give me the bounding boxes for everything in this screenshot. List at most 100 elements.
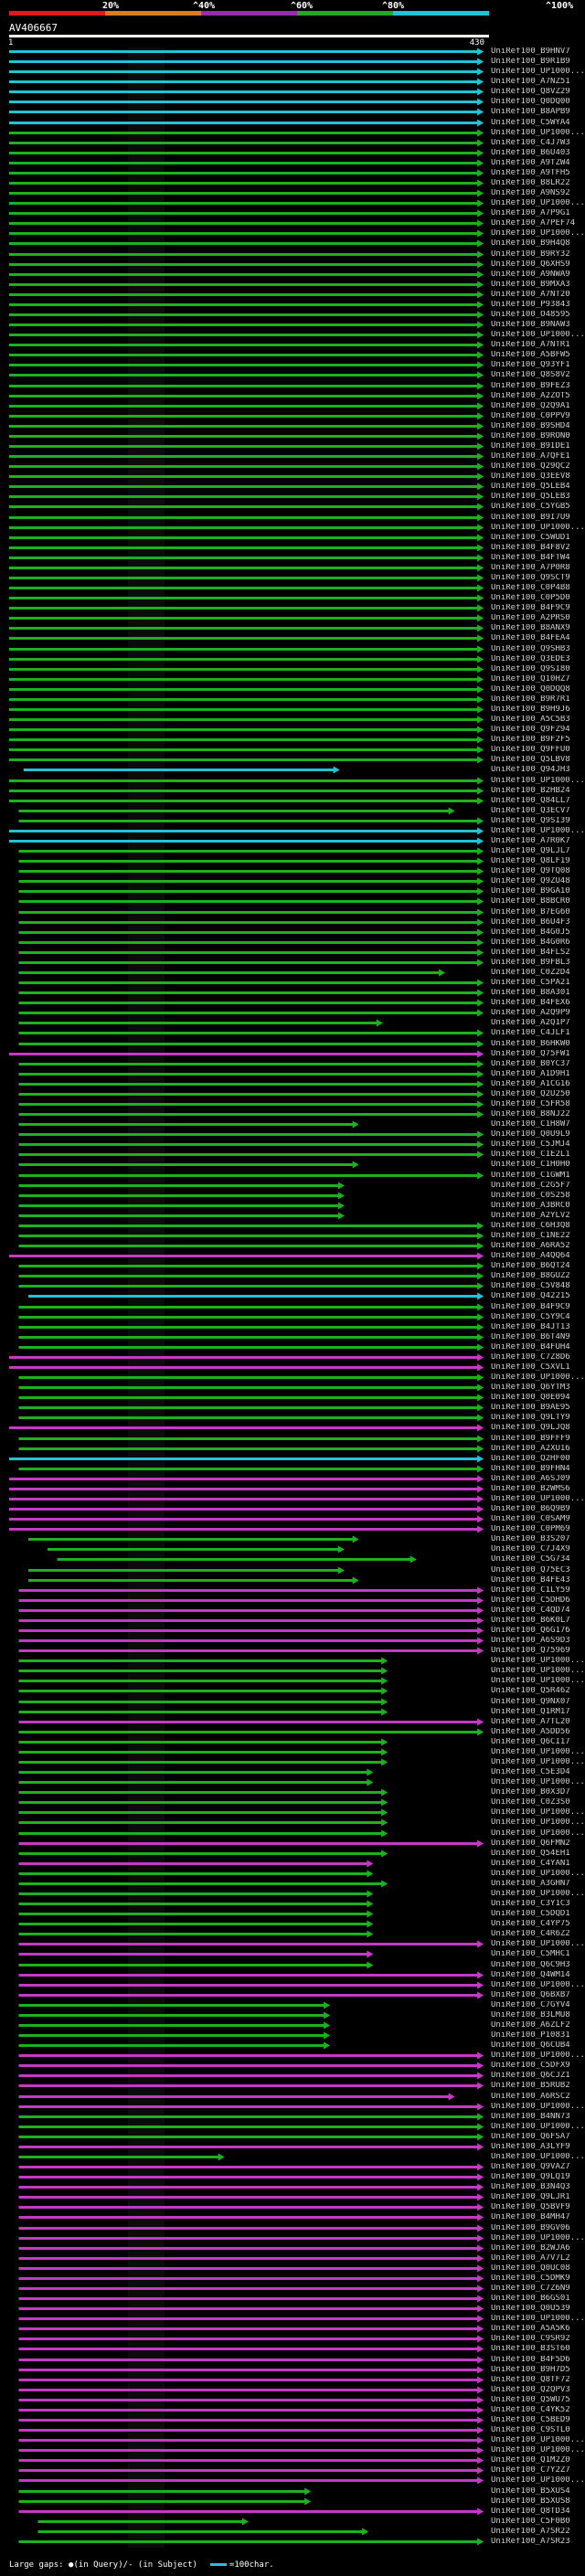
hit-label[interactable]: UniRef100_C4J7W3 xyxy=(491,138,570,147)
hit-label[interactable]: UniRef100_A9NWA9 xyxy=(491,270,570,279)
hit-label[interactable]: UniRef100_UP1000... xyxy=(491,826,584,835)
hit-label[interactable]: UniRef100_B8BCR0 xyxy=(491,896,570,906)
hit-label[interactable]: UniRef100_C0S258 xyxy=(491,1191,570,1200)
hit-label[interactable]: UniRef100_Q9FZ94 xyxy=(491,725,570,734)
hit-label[interactable]: UniRef100_UP1000... xyxy=(491,2314,584,2323)
hit-label[interactable]: UniRef100_B8APB9 xyxy=(491,107,570,116)
hit-label[interactable]: UniRef100_B4JT13 xyxy=(491,1322,570,1331)
hit-label[interactable]: UniRef100_B4G0J5 xyxy=(491,928,570,937)
hit-label[interactable]: UniRef100_Q42215 xyxy=(491,1291,570,1300)
hit-label[interactable]: UniRef100_A9NS92 xyxy=(491,188,570,197)
hit-label[interactable]: UniRef100_A7V7L2 xyxy=(491,2253,570,2263)
hit-label[interactable]: UniRef100_C5F0B0 xyxy=(491,2517,570,2526)
hit-label[interactable]: UniRef100_C7GYV4 xyxy=(491,2000,570,2009)
hit-label[interactable]: UniRef100_UP1000... xyxy=(491,1829,584,1838)
hit-label[interactable]: UniRef100_UP1000... xyxy=(491,2233,584,2242)
hit-label[interactable]: UniRef100_UP1000... xyxy=(491,2051,584,2060)
hit-label[interactable]: UniRef100_B9R1B9 xyxy=(491,57,570,66)
hit-label[interactable]: UniRef100_B4FEA4 xyxy=(491,633,570,642)
hit-label[interactable]: UniRef100_Q75969 xyxy=(491,1646,570,1655)
hit-label[interactable]: UniRef100_C4YK52 xyxy=(491,2405,570,2414)
hit-label[interactable]: UniRef100_Q6FSA7 xyxy=(491,2132,570,2141)
hit-label[interactable]: UniRef100_B6T4N9 xyxy=(491,1332,570,1341)
hit-label[interactable]: UniRef100_Q6FMN2 xyxy=(491,1839,570,1848)
hit-label[interactable]: UniRef100_UP1000... xyxy=(491,228,584,238)
hit-label[interactable]: UniRef100_C1NE22 xyxy=(491,1231,570,1240)
hit-label[interactable]: UniRef100_C1E2L1 xyxy=(491,1150,570,1159)
hit-label[interactable]: UniRef100_A1CG16 xyxy=(491,1079,570,1088)
hit-label[interactable]: UniRef100_A7R0K7 xyxy=(491,836,570,845)
hit-label[interactable]: UniRef100_B4MH47 xyxy=(491,2212,570,2221)
hit-label[interactable]: UniRef100_Q6G176 xyxy=(491,1626,570,1635)
hit-label[interactable]: UniRef100_Q9LJR1 xyxy=(491,2192,570,2201)
hit-label[interactable]: UniRef100_Q5LEB3 xyxy=(491,492,570,501)
hit-label[interactable]: UniRef100_A2Q9P9 xyxy=(491,1008,570,1017)
hit-label[interactable]: UniRef100_Q94JH3 xyxy=(491,765,570,774)
hit-label[interactable]: UniRef100_B4FTW4 xyxy=(491,553,570,562)
hit-label[interactable]: UniRef100_Q9LJQ8 xyxy=(491,1423,570,1432)
hit-label[interactable]: UniRef100_B4F8V2 xyxy=(491,543,570,552)
hit-label[interactable]: UniRef100_Q9SCT9 xyxy=(491,573,570,582)
hit-label[interactable]: UniRef100_Q6CUB4 xyxy=(491,2041,570,2050)
hit-label[interactable]: UniRef100_C6H3Q8 xyxy=(491,1221,570,1230)
hit-label[interactable]: UniRef100_C5PA21 xyxy=(491,978,570,987)
hit-label[interactable]: UniRef100_B9FEZ3 xyxy=(491,381,570,390)
hit-label[interactable]: UniRef100_Q9LQ19 xyxy=(491,2172,570,2181)
hit-label[interactable]: UniRef100_C1LY59 xyxy=(491,1585,570,1595)
hit-label[interactable]: UniRef100_UP1000... xyxy=(491,2102,584,2111)
hit-label[interactable]: UniRef100_B9MXA3 xyxy=(491,280,570,289)
hit-label[interactable]: UniRef100_Q0DQ00 xyxy=(491,97,570,106)
hit-label[interactable]: UniRef100_C5V848 xyxy=(491,1281,570,1290)
hit-label[interactable]: UniRef100_C5DQD1 xyxy=(491,1909,570,1918)
hit-label[interactable]: UniRef100_A2PRS0 xyxy=(491,613,570,622)
hit-label[interactable]: UniRef100_C5FR58 xyxy=(491,1099,570,1108)
hit-label[interactable]: UniRef100_B6GS01 xyxy=(491,2294,570,2303)
hit-label[interactable]: UniRef100_A9TFH5 xyxy=(491,168,570,177)
hit-label[interactable]: UniRef100_Q0U539 xyxy=(491,2304,570,2313)
hit-label[interactable]: UniRef100_Q8VZ29 xyxy=(491,87,570,96)
hit-label[interactable]: UniRef100_Q6XHS9 xyxy=(491,260,570,269)
hit-label[interactable]: UniRef100_UP1000... xyxy=(491,2445,584,2454)
hit-label[interactable]: UniRef100_B6HKW0 xyxy=(491,1039,570,1048)
hit-label[interactable]: UniRef100_C5Y9C4 xyxy=(491,1312,570,1321)
hit-label[interactable]: UniRef100_C2G5F7 xyxy=(491,1181,570,1190)
hit-label[interactable]: UniRef100_P93843 xyxy=(491,300,570,309)
hit-label[interactable]: UniRef100_B9F2F5 xyxy=(491,735,570,744)
hit-label[interactable]: UniRef100_B9RY32 xyxy=(491,249,570,259)
hit-label[interactable]: UniRef100_B2WMS6 xyxy=(491,1484,570,1493)
hit-label[interactable]: UniRef100_A3GHN7 xyxy=(491,1879,570,1888)
hit-label[interactable]: UniRef100_Q6YTM3 xyxy=(491,1383,570,1392)
hit-label[interactable]: UniRef100_B4G0R6 xyxy=(491,938,570,947)
hit-label[interactable]: UniRef100_C5G734 xyxy=(491,1554,570,1564)
hit-label[interactable]: UniRef100_Q5LEB4 xyxy=(491,482,570,491)
hit-label[interactable]: UniRef100_C0Z3S0 xyxy=(491,1797,570,1807)
hit-label[interactable]: UniRef100_UP1000... xyxy=(491,1494,584,1503)
hit-label[interactable]: UniRef100_Q8TF72 xyxy=(491,2375,570,2384)
hit-label[interactable]: UniRef100_C7J4X9 xyxy=(491,1544,570,1553)
hit-label[interactable]: UniRef100_B4F9C9 xyxy=(491,603,570,612)
hit-label[interactable]: UniRef100_B9AE95 xyxy=(491,1403,570,1412)
hit-label[interactable]: UniRef100_B6QT24 xyxy=(491,1261,570,1270)
hit-label[interactable]: UniRef100_UP1000... xyxy=(491,1980,584,1989)
hit-label[interactable]: UniRef100_C5E3D4 xyxy=(491,1767,570,1776)
hit-label[interactable]: UniRef100_C7Y2Z7 xyxy=(491,2465,570,2475)
hit-label[interactable]: UniRef100_Q9SHB3 xyxy=(491,644,570,653)
hit-label[interactable]: UniRef100_C5JMJ4 xyxy=(491,1140,570,1149)
hit-label[interactable]: UniRef100_B2WJA6 xyxy=(491,2243,570,2253)
hit-label[interactable]: UniRef100_UP1000... xyxy=(491,128,584,137)
hit-label[interactable]: UniRef100_C5DMK9 xyxy=(491,2274,570,2283)
hit-label[interactable]: UniRef100_B3S207 xyxy=(491,1534,570,1543)
hit-label[interactable]: UniRef100_C4R6Z2 xyxy=(491,1929,570,1938)
hit-label[interactable]: UniRef100_Q84LL7 xyxy=(491,796,570,805)
hit-label[interactable]: UniRef100_UP1000... xyxy=(491,2475,584,2485)
hit-label[interactable]: UniRef100_Q9SI39 xyxy=(491,816,570,825)
hit-label[interactable]: UniRef100_UP1000... xyxy=(491,67,584,76)
hit-label[interactable]: UniRef100_B5RUB2 xyxy=(491,2081,570,2090)
hit-label[interactable]: UniRef100_A7NT20 xyxy=(491,290,570,299)
hit-label[interactable]: UniRef100_Q6CI17 xyxy=(491,1737,570,1746)
hit-label[interactable]: UniRef100_B9GV06 xyxy=(491,2223,570,2232)
hit-label[interactable]: UniRef100_B8A301 xyxy=(491,988,570,997)
hit-label[interactable]: UniRef100_Q9SI80 xyxy=(491,664,570,673)
hit-label[interactable]: UniRef100_B5XUS8 xyxy=(491,2496,570,2506)
hit-label[interactable]: UniRef100_A5C5B3 xyxy=(491,715,570,724)
